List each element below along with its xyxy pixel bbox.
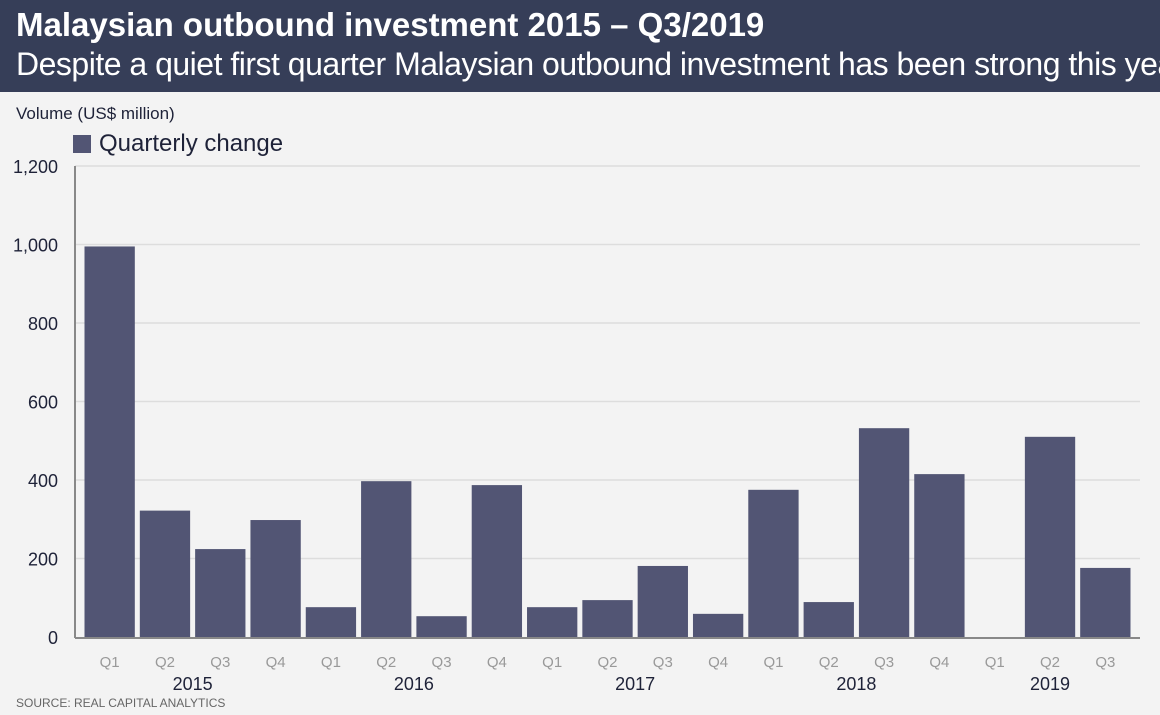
bar <box>858 428 910 637</box>
year-label: 2015 <box>173 674 213 694</box>
source-note: SOURCE: REAL CAPITAL ANALYTICS <box>16 696 226 710</box>
y-tick-label: 200 <box>28 550 58 570</box>
y-tick-label: 600 <box>28 393 58 413</box>
x-tick-label: Q4 <box>266 654 286 671</box>
chart-subtitle: Despite a quiet first quarter Malaysian … <box>16 46 1160 82</box>
bar <box>914 474 965 637</box>
x-tick-label: Q4 <box>929 654 949 671</box>
year-label: 2016 <box>394 674 434 694</box>
legend-swatch <box>73 135 91 153</box>
x-tick-label: Q1 <box>542 654 562 671</box>
bar <box>361 481 412 637</box>
x-tick-label: Q2 <box>1040 654 1060 671</box>
year-label: 2019 <box>1030 674 1070 694</box>
bar <box>139 510 191 637</box>
x-tick-label: Q2 <box>819 654 839 671</box>
bar <box>803 602 854 637</box>
x-tick-label: Q3 <box>1095 654 1115 671</box>
bar <box>1080 567 1131 637</box>
bar <box>195 549 246 637</box>
header: Malaysian outbound investment 2015 – Q3/… <box>0 0 1160 92</box>
y-tick-label: 1,000 <box>13 236 58 256</box>
x-tick-label: Q2 <box>597 654 617 671</box>
x-tick-label: Q1 <box>985 654 1005 671</box>
bar <box>305 607 357 637</box>
x-tick-label: Q4 <box>487 654 507 671</box>
y-tick-label: 1,200 <box>13 157 58 177</box>
x-tick-label: Q2 <box>376 654 396 671</box>
x-tick-label: Q2 <box>155 654 175 671</box>
bar <box>250 520 301 637</box>
x-tick-label: Q3 <box>432 654 452 671</box>
bar <box>471 485 523 637</box>
x-tick-label: Q3 <box>210 654 230 671</box>
y-tick-label: 800 <box>28 314 58 334</box>
year-label: 2018 <box>836 674 876 694</box>
bar <box>1024 436 1076 637</box>
bar <box>692 613 744 637</box>
bar <box>748 489 799 637</box>
y-tick-label: 400 <box>28 471 58 491</box>
bar <box>416 616 467 637</box>
x-tick-label: Q1 <box>321 654 341 671</box>
x-tick-label: Q3 <box>653 654 673 671</box>
legend: Quarterly change <box>73 130 283 158</box>
y-tick-label: 0 <box>48 628 58 648</box>
x-tick-label: Q4 <box>708 654 728 671</box>
bar <box>84 246 135 637</box>
bar <box>582 600 633 637</box>
y-axis-label: Volume (US$ million) <box>16 104 175 123</box>
x-tick-label: Q3 <box>874 654 894 671</box>
bar <box>637 565 688 637</box>
chart-title: Malaysian outbound investment 2015 – Q3/… <box>16 6 765 43</box>
x-tick-label: Q1 <box>100 654 120 671</box>
year-label: 2017 <box>615 674 655 694</box>
bar <box>527 607 578 637</box>
legend-label: Quarterly change <box>99 130 284 157</box>
x-tick-label: Q1 <box>763 654 783 671</box>
